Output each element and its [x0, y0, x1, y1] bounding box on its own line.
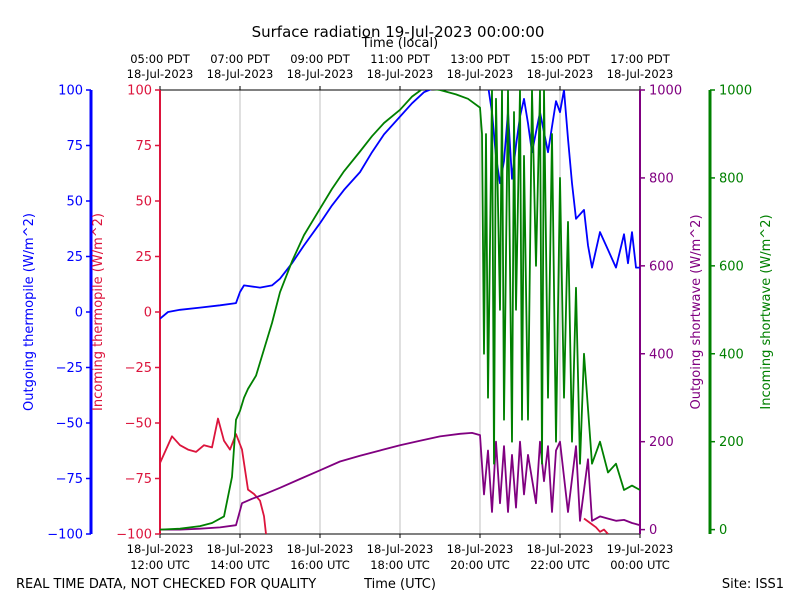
bottom-tick-label: 22:00 UTC — [530, 558, 590, 572]
x-axis-label: Time (UTC) — [363, 577, 436, 592]
series-line-incoming-thermopile — [160, 417, 267, 534]
bottom-tick-label: 18:00 UTC — [370, 558, 430, 572]
top-tick-label: 17:00 PDT — [610, 52, 671, 66]
y-tick-label: 100 — [127, 84, 152, 99]
y-tick-label: 1000 — [719, 84, 752, 99]
y-tick-label: −75 — [56, 472, 83, 487]
series-line-incoming-thermopile-late — [583, 517, 609, 534]
y-tick-label: 50 — [66, 195, 83, 210]
y-tick-label: 200 — [719, 435, 744, 450]
bottom-tick-label: 20:00 UTC — [450, 558, 510, 572]
y-tick-label: 1000 — [649, 84, 682, 99]
footer-note: REAL TIME DATA, NOT CHECKED FOR QUALITY — [16, 577, 316, 592]
y-tick-label: −100 — [116, 528, 152, 543]
top-tick-label: 18-Jul-2023 — [127, 67, 194, 81]
bottom-tick-label: 18-Jul-2023 — [287, 542, 354, 556]
bottom-tick-label: 18-Jul-2023 — [127, 542, 194, 556]
y-axis-label-in_thermo: Incoming thermopile (W/m^2) — [91, 213, 106, 411]
y-tick-label: 200 — [649, 435, 674, 450]
y-tick-label: 0 — [75, 306, 83, 321]
y-tick-label: 400 — [719, 347, 744, 362]
top-tick-label: 09:00 PDT — [290, 52, 351, 66]
y-tick-label: 75 — [135, 139, 152, 154]
series-line-outgoing-shortwave — [160, 431, 640, 531]
y-axis-label-in_sw: Incoming shortwave (W/m^2) — [759, 214, 774, 409]
top-tick-label: 18-Jul-2023 — [367, 67, 434, 81]
top-tick-label: 18-Jul-2023 — [607, 67, 674, 81]
y-tick-label: 25 — [66, 250, 83, 265]
top-tick-label: 15:00 PDT — [530, 52, 591, 66]
y-tick-label: 400 — [649, 347, 674, 362]
plot-area: 18-Jul-2023 12:00 UTC 18-Jul-2023 14:00 UTC… — [22, 52, 774, 572]
y-tick-label: 0 — [649, 523, 657, 538]
bottom-tick-label: 12:00 UTC — [130, 558, 190, 572]
top-tick-label: 13:00 PDT — [450, 52, 511, 66]
bottom-tick-label: 18-Jul-2023 — [447, 542, 514, 556]
y-tick-label: 0 — [719, 523, 727, 538]
y-tick-label: −75 — [125, 472, 152, 487]
y-tick-label: 800 — [719, 171, 744, 186]
top-tick-label: 05:00 PDT — [130, 52, 191, 66]
y-tick-label: 800 — [649, 171, 674, 186]
bottom-tick-label: 18-Jul-2023 — [527, 542, 594, 556]
bottom-tick-label: 19-Jul-2023 — [607, 542, 674, 556]
y-tick-label: −50 — [125, 417, 152, 432]
series-line-incoming-shortwave — [160, 90, 640, 531]
bottom-tick-label: 16:00 UTC — [290, 558, 350, 572]
y-tick-label: −100 — [47, 528, 83, 543]
y-tick-label: 0 — [144, 306, 152, 321]
y-tick-label: 600 — [719, 259, 744, 274]
top-tick-label: 18-Jul-2023 — [447, 67, 514, 81]
y-axis-label-out_thermo: Outgoing thermopile (W/m^2) — [22, 213, 37, 411]
top-axis-label: Time (local) — [361, 36, 438, 51]
chart-title: Surface radiation 19-Jul-2023 00:00:00 — [252, 23, 545, 41]
y-tick-label: −25 — [125, 361, 152, 376]
top-tick-label: 11:00 PDT — [370, 52, 431, 66]
y-tick-label: 600 — [649, 259, 674, 274]
y-axis-label-out_sw: Outgoing shortwave (W/m^2) — [689, 214, 704, 409]
y-tick-label: 25 — [135, 250, 152, 265]
top-tick-label: 18-Jul-2023 — [207, 67, 274, 81]
bottom-tick-label: 00:00 UTC — [610, 558, 670, 572]
top-tick-label: 07:00 PDT — [210, 52, 271, 66]
y-tick-label: 75 — [66, 139, 83, 154]
bottom-tick-label: 18-Jul-2023 — [367, 542, 434, 556]
top-tick-label: 18-Jul-2023 — [287, 67, 354, 81]
bottom-tick-label: 14:00 UTC — [210, 558, 270, 572]
y-tick-label: −25 — [56, 361, 83, 376]
bottom-tick-label: 18-Jul-2023 — [207, 542, 274, 556]
y-tick-label: −50 — [56, 417, 83, 432]
top-tick-label: 18-Jul-2023 — [527, 67, 594, 81]
y-tick-label: 50 — [135, 195, 152, 210]
y-tick-label: 100 — [58, 84, 83, 99]
site-label: Site: ISS1 — [722, 577, 784, 592]
